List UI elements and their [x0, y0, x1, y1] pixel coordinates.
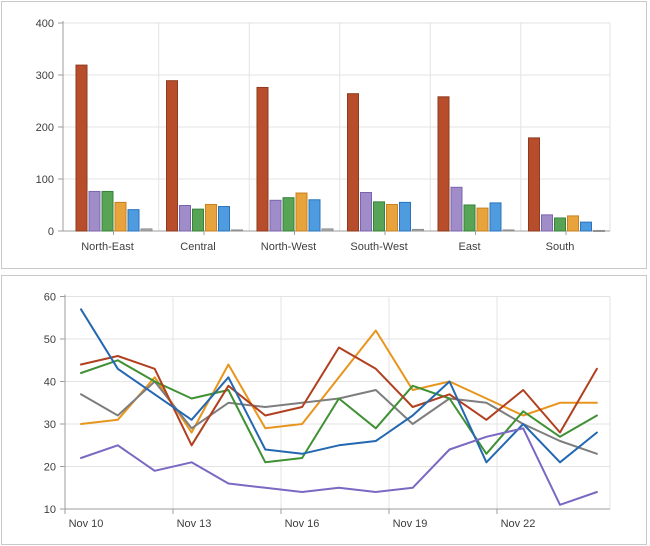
bar [75, 64, 88, 232]
bar [192, 208, 204, 232]
bar [360, 192, 372, 232]
x-axis-label: South-West [350, 241, 407, 253]
x-axis-label: Nov 19 [393, 518, 428, 530]
bar [218, 206, 230, 232]
line-series-red [80, 346, 598, 447]
bar [528, 137, 540, 232]
x-axis-label: Nov 22 [501, 518, 536, 530]
line-series-purple [80, 427, 598, 506]
bar [231, 229, 243, 232]
x-axis-label: North-East [81, 241, 134, 253]
bar [127, 209, 140, 232]
bar-chart-panel: 0 100 200 300 400 North-East Central North-West… [1, 1, 647, 269]
y-axis-label: 0 [48, 226, 54, 238]
bar [567, 215, 579, 232]
bar [593, 229, 605, 232]
y-axis-label: 60 [44, 292, 56, 304]
bar [88, 190, 101, 232]
y-axis-label: 40 [44, 377, 56, 389]
bar-series-green [101, 190, 566, 232]
bar [463, 204, 476, 232]
bar [437, 96, 450, 232]
bar [386, 203, 398, 232]
bar [269, 199, 282, 232]
bar [308, 199, 321, 232]
bar [101, 190, 114, 232]
bar-series-purple [88, 186, 553, 232]
bar [489, 202, 502, 232]
x-axis-label: Central [180, 241, 215, 253]
bar-series-orange [114, 192, 579, 232]
bar [114, 201, 127, 232]
x-axis-label: Nov 13 [177, 518, 212, 530]
line-chart-panel: 10 20 30 40 50 60 Nov 10 Nov 13 Nov 16 Nov 19 Nov … [1, 275, 647, 545]
y-axis-label: 200 [36, 122, 54, 134]
bar [140, 228, 153, 232]
x-axis-label: East [458, 241, 480, 253]
x-axis-label: Nov 16 [285, 518, 320, 530]
line-series-green [80, 359, 598, 464]
x-axis-label: Nov 10 [69, 518, 104, 530]
bar [502, 229, 515, 232]
bar [541, 214, 553, 232]
y-axis-label: 100 [36, 174, 54, 186]
y-axis-label: 20 [44, 462, 56, 474]
line-series-blue [80, 308, 598, 464]
y-axis-label: 30 [44, 419, 56, 431]
bar [295, 192, 308, 232]
bar-chart: 0 100 200 300 400 North-East Central North-West… [36, 18, 611, 253]
bar [412, 228, 424, 232]
bar [476, 207, 489, 232]
bar [554, 217, 566, 232]
line-chart: 10 20 30 40 50 60 Nov 10 Nov 13 Nov 16 Nov 19 Nov … [44, 292, 611, 530]
bar [321, 228, 334, 232]
x-axis-label: South [546, 241, 575, 253]
bar [179, 205, 191, 232]
bar [166, 80, 178, 232]
bar [347, 93, 359, 232]
bar [282, 197, 295, 232]
y-axis-label: 10 [44, 504, 56, 516]
bar-series-blue [127, 199, 592, 232]
bar [399, 201, 411, 232]
y-axis-label: 400 [36, 18, 54, 30]
bar [205, 203, 217, 232]
bar-series-gray [140, 228, 605, 232]
bar [373, 201, 385, 232]
y-axis-label: 50 [44, 334, 56, 346]
bar [580, 221, 592, 232]
x-axis-label: North-West [261, 241, 316, 253]
bar-series-red [75, 64, 540, 232]
bar [256, 86, 269, 232]
bar [450, 186, 463, 232]
y-axis-label: 300 [36, 70, 54, 82]
